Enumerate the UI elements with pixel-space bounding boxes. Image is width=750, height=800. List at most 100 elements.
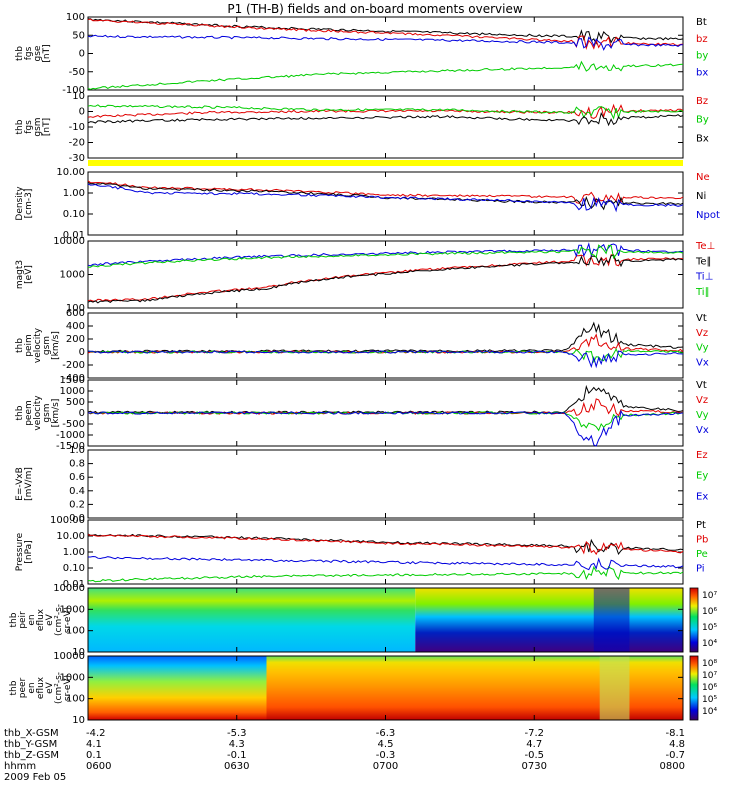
panel-frame [87,95,684,159]
y-tick-label: 600 [66,308,85,319]
legend-entry: Ex [696,491,708,502]
orbit-time-value: 0600 [86,761,111,772]
panel-frame [87,16,684,91]
y-axis-label: peem [24,400,34,426]
y-axis-label: [km/s] [51,399,61,428]
y-tick-label: 10 [72,91,85,102]
electron-spectrogram-burst [599,656,630,720]
series-line-Bz [87,103,684,119]
y-tick-label: 0.8 [69,459,85,470]
y-tick-label: 400 [66,321,85,332]
y-axis-label: thb [15,338,25,353]
y-tick-label: 200 [66,334,85,345]
orbit-z-value: -0.5 [524,750,544,761]
orbit-z-value: 0.1 [86,750,102,761]
y-tick-label: -100 [62,85,85,96]
y-tick-label: 1500 [60,375,85,386]
y-axis-label: [km/s] [51,331,61,360]
y-axis-label: [mV/m] [24,467,34,501]
orbit-label-y: thb_Y-GSM [4,739,58,750]
y-tick-label: 10000 [53,651,85,662]
legend-entry: Vz [696,395,708,406]
series-line-bz [87,18,684,51]
series-line-Ti∥ [87,244,684,268]
y-axis-label: thb [15,119,25,134]
y-axis-label: gse [33,45,43,61]
legend-entry: Vy [696,410,709,421]
y-axis-label: thb [9,680,19,695]
y-tick-label: 100 [66,626,85,637]
series-line-Bx [87,111,684,127]
series-line-Npot [87,183,684,213]
y-axis-label: sr-eV) [63,675,73,701]
orbit-label-z: thb_Z-GSM [4,750,59,761]
orbit-y-value: 4.3 [229,739,245,750]
y-axis-label: eflux [36,676,46,699]
series-line-Pt [87,533,684,556]
y-axis-label: velocity [33,395,43,431]
orbit-y-value: 4.7 [526,739,542,750]
orbit-z-value: -0.3 [376,750,396,761]
y-tick-label: 10.00 [56,167,85,178]
legend-entry: Ti⊥ [695,272,713,283]
y-tick-label: 0.10 [63,563,85,574]
colorbar-tick-label: 10⁸ [702,659,717,669]
separator-band [88,160,683,166]
y-axis-label: eflux [36,608,46,631]
series-line-Pb [87,534,684,556]
y-tick-label: -20 [69,138,85,149]
y-tick-label: 10000 [53,236,85,247]
y-axis-label: gsm [42,403,52,422]
y-tick-label: 1.00 [63,547,85,558]
y-tick-label: -10 [69,122,85,133]
colorbar-tick-label: 10⁵ [702,695,717,705]
orbit-label-x: thb_X-GSM [4,728,59,739]
legend-entry: Ni [696,191,706,202]
series-line-Vx [87,350,684,369]
y-axis-label: [nT] [42,118,52,136]
y-axis-label: [eV] [24,265,34,284]
y-axis-label: eV [45,613,55,626]
legend-entry: Bz [696,96,708,107]
legend-entry: Ey [696,471,708,482]
y-axis-label: thb [9,612,19,627]
orbit-time-value: 0630 [224,761,249,772]
series-line-Te∥ [87,254,684,304]
series-line-Bt [87,18,684,45]
series-line-Vt [87,321,684,353]
y-axis-label: magt3 [15,260,25,289]
orbit-y-value: 4.8 [669,739,685,750]
legend-entry: Pt [696,520,706,531]
y-tick-label: 50 [72,30,85,41]
y-tick-label: 0.4 [69,486,85,497]
y-axis-label: peim [24,334,34,357]
y-tick-label: 0.6 [69,472,85,483]
colorbar-tick-label: 10⁴ [702,707,717,717]
y-tick-label: 0 [79,408,85,419]
y-tick-label: 1000 [60,672,85,683]
y-axis-label: thb [15,46,25,61]
ion-spectrogram-right [415,588,683,652]
orbit-time-value: 0800 [660,761,685,772]
series-line-bx [87,34,683,51]
series-line-Pi [88,555,684,571]
orbit-x-value: -6.3 [376,728,396,739]
y-axis-label: en [27,614,37,625]
series-line-Vy [87,411,684,432]
legend-entry: Ne [696,172,710,183]
y-tick-label: -200 [62,360,85,371]
series-line-Ni [87,181,684,211]
ion-spectrogram-left [88,588,416,652]
y-axis-label: Density [15,186,25,221]
orbit-time-value: 0730 [522,761,547,772]
y-axis-label: E=-VxB [15,467,25,501]
y-tick-label: -1000 [56,430,85,441]
y-tick-label: 10 [72,647,85,658]
orbit-z-value: -0.7 [665,750,685,761]
legend-entry: Bt [696,17,707,28]
legend-entry: Pb [696,535,708,546]
y-axis-label: en [27,682,37,693]
orbit-label-hhmm: hhmm [4,761,37,772]
